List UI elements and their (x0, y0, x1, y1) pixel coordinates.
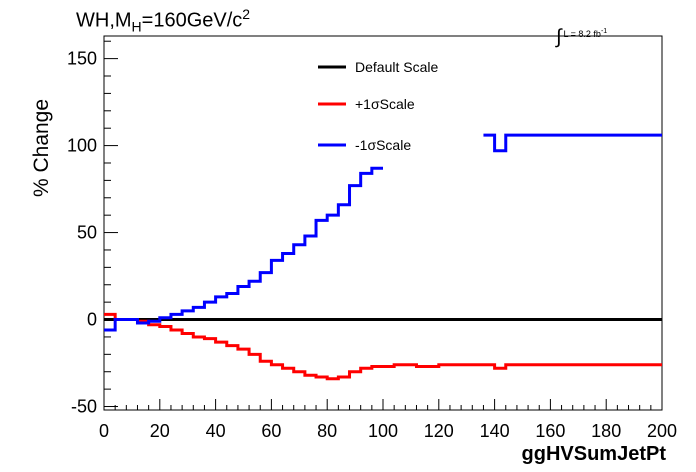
x-tick-label: 140 (480, 421, 510, 441)
x-tick-label: 80 (317, 421, 337, 441)
y-tick-label: 0 (87, 310, 97, 330)
x-tick-label: 60 (261, 421, 281, 441)
x-axis-ticks: 0 20 40 60 80 100 120 140 160 180 200 (99, 399, 677, 441)
legend-label-default: Default Scale (355, 59, 438, 75)
title-suffix: =160GeV/c (141, 9, 243, 32)
title-subscript: H (131, 18, 142, 35)
legend-label-minus1sigma: -1σScale (355, 137, 411, 153)
plot-title: WH,MH=160GeV/c2 (76, 6, 250, 35)
series-line-2 (104, 133, 662, 332)
legend: Default Scale +1σScale -1σScale (318, 59, 438, 153)
x-tick-label: 20 (150, 421, 170, 441)
x-axis-label: ggHVSumJetPt (522, 443, 667, 465)
x-tick-label: 180 (591, 421, 621, 441)
x-tick-label: 120 (424, 421, 454, 441)
integral-symbol: ∫ (556, 26, 562, 48)
luminosity-superscript: -1 (600, 28, 608, 35)
title-superscript: 2 (242, 6, 251, 22)
x-tick-label: 0 (99, 421, 109, 441)
series-line-1 (104, 312, 662, 381)
plot-frame (103, 35, 663, 411)
luminosity-label: ∫ L = 8.2 fb-1 (556, 20, 608, 48)
x-tick-label: 40 (206, 421, 226, 441)
y-axis-ticks: -50 0 50 100 150 (67, 40, 118, 417)
x-tick-label: 200 (647, 421, 677, 441)
y-tick-label: -50 (71, 397, 97, 417)
luminosity-text: L = 8.2 fb (563, 29, 601, 39)
y-tick-label: 100 (67, 136, 97, 156)
y-axis-label: % Change (30, 99, 53, 197)
x-tick-label: 100 (368, 421, 398, 441)
legend-label-plus1sigma: +1σScale (355, 96, 415, 112)
y-tick-label: 150 (67, 49, 97, 69)
y-tick-label: 50 (77, 223, 97, 243)
series-layer (104, 133, 662, 381)
x-tick-label: 160 (535, 421, 565, 441)
title-prefix: WH,M (76, 9, 132, 32)
